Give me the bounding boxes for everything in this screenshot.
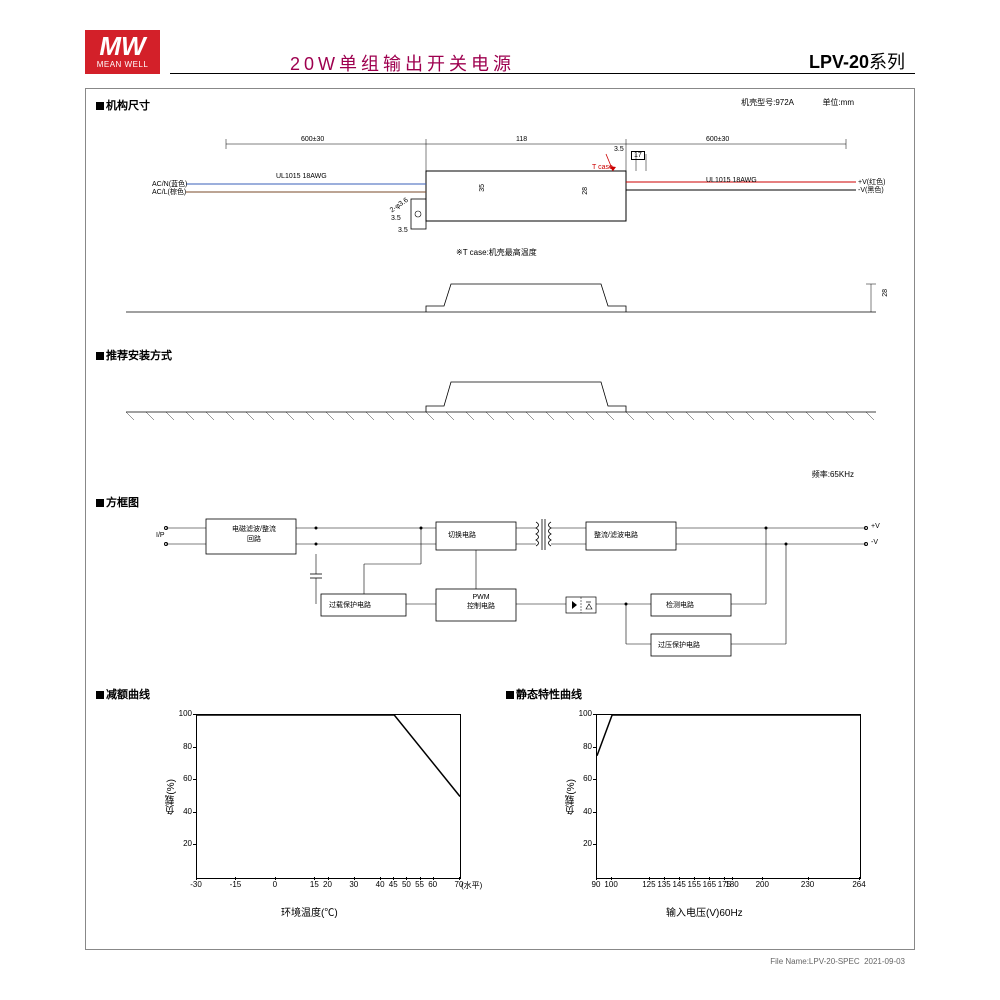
static-chart [596,714,861,879]
unit-label: 单位:mm [822,97,854,108]
wire-spec-left: UL1015 18AWG [276,173,327,180]
page-header: 20W单组输出开关电源 LPV-20系列 [170,44,915,74]
ytick: 60 [176,774,192,783]
section-install: 推荐安装方式 [96,347,172,363]
derating-chart [196,714,461,879]
ytick: 100 [176,709,192,718]
derate-xlabel: 环境温度(℃) [281,904,338,919]
case-label: 机壳型号:972A [741,97,794,108]
block-out-pv: +V [871,523,880,530]
xtick: 180 [722,880,742,889]
series-bold: LPV-20 [809,52,869,72]
xtick: 100 [601,880,621,889]
xtick: 30 [344,880,364,889]
dim-left-lead: 600±30 [301,136,324,143]
box-pwm: PWM 控制电路 [446,594,516,611]
xtick: -15 [225,880,245,889]
mechanical-side-view [126,264,886,319]
xtick: 264 [849,880,869,889]
dim-28: 28 [582,187,589,195]
brand-logo: MW MEAN WELL [85,30,160,74]
box-detect: 检测电路 [666,600,694,610]
section-block: 方框图 [96,494,139,510]
dim-3-5b: 3.5 [391,215,401,222]
footer-date: 2021-09-03 [864,957,905,966]
install-drawing [126,364,886,424]
box-rect: 整流/滤波电路 [594,530,638,540]
box-emi: 电磁滤波/整流 回路 [214,524,294,544]
lead-ac-l: AC/L(棕色) [152,187,186,197]
dim-body-len: 118 [516,136,527,143]
ytick: 20 [176,839,192,848]
dim-3-5c: 3.5 [398,227,408,234]
ytick: 40 [176,807,192,816]
series-suffix: 系列 [869,52,905,72]
block-ip: I/P [156,532,165,539]
mechanical-top-view [126,124,876,254]
dim-3-5a: 3.5 [614,146,624,153]
ytick: 20 [576,839,592,848]
xtick: 20 [318,880,338,889]
xtick: 0 [265,880,285,889]
side-height: 28 [882,289,889,297]
xtick: 230 [798,880,818,889]
box-ovp: 过压保护电路 [658,640,700,650]
footer-filename: File Name:LPV-20-SPEC [770,957,859,966]
xtick-extra: (水平) [461,880,482,891]
xtick: -30 [186,880,206,889]
series-label: LPV-20系列 [809,48,905,74]
section-derating: 减额曲线 [96,686,150,702]
ytick: 40 [576,807,592,816]
footer: File Name:LPV-20-SPEC 2021-09-03 [770,957,905,966]
box-switch: 切换电路 [448,530,476,540]
ytick: 80 [576,742,592,751]
wire-spec-right: UL1015 18AWG [706,177,757,184]
tcase-note: ※T case:机壳最高温度 [456,247,537,258]
xtick: 60 [423,880,443,889]
dim-35: 35 [479,184,486,192]
block-out-nv: -V [871,539,878,546]
xtick: 200 [752,880,772,889]
dim-right-lead: 600±30 [706,136,729,143]
ytick: 60 [576,774,592,783]
static-xlabel: 输入电压(V)60Hz [666,904,743,919]
content-frame: 机构尺寸 机壳型号:972A 单位:mm 600±30 118 600±30 U… [85,88,915,950]
lead-nv: -V(黑色) [858,185,884,195]
ytick: 100 [576,709,592,718]
section-static: 静态特性曲线 [506,686,582,702]
document-title: 20W单组输出开关电源 [290,50,515,76]
box-olp: 过载保护电路 [329,600,371,610]
ytick: 80 [176,742,192,751]
dim-17: 17 [631,151,645,160]
logo-subtitle: MEAN WELL [85,60,160,69]
tcase-marker: T case [592,164,613,171]
section-mech-dims: 机构尺寸 [96,97,150,113]
logo-main: MW [85,30,160,60]
freq-label: 频率:65KHz [812,469,854,480]
